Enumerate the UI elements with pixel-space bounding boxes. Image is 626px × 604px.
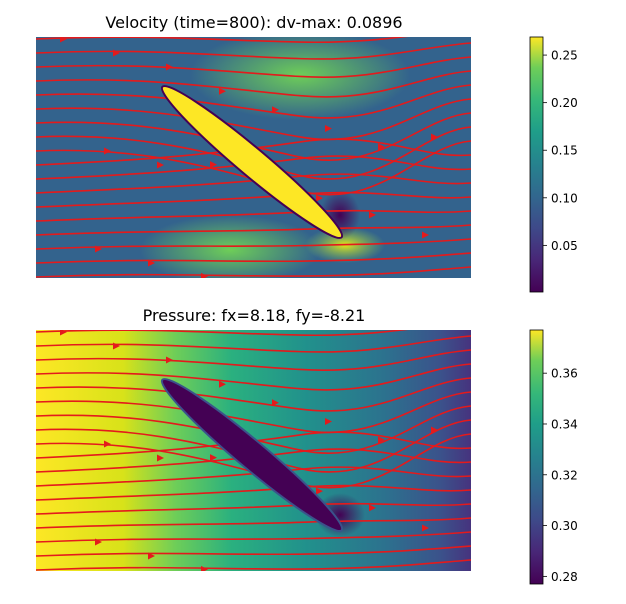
velocity-panel bbox=[36, 37, 471, 278]
streamline-arrow bbox=[113, 49, 120, 57]
colorbar-tick-label: 0.36 bbox=[551, 367, 578, 381]
streamline bbox=[36, 531, 471, 543]
streamline-arrow bbox=[60, 330, 67, 336]
streamline bbox=[36, 405, 471, 455]
streamline bbox=[36, 224, 471, 236]
colorbar-tick-label: 0.25 bbox=[551, 49, 578, 63]
colorbar-tick-label: 0.32 bbox=[551, 468, 578, 482]
streamline-arrow bbox=[60, 37, 67, 43]
streamline-arrow bbox=[157, 454, 164, 462]
streamline bbox=[36, 112, 471, 162]
streamline bbox=[36, 363, 471, 391]
streamline bbox=[36, 70, 471, 98]
streamline bbox=[36, 330, 409, 337]
airfoil bbox=[160, 378, 344, 532]
streamline bbox=[36, 419, 471, 473]
streamline-arrow bbox=[325, 418, 332, 426]
streamline bbox=[36, 431, 471, 459]
streamline-arrow bbox=[325, 125, 332, 133]
streamline-arrow bbox=[210, 161, 217, 169]
streamline bbox=[36, 466, 471, 487]
field-highlight bbox=[190, 37, 410, 120]
colorbar bbox=[529, 329, 544, 585]
streamline-arrow bbox=[219, 380, 226, 388]
colorbar-tick-label: 0.05 bbox=[551, 239, 578, 253]
streamline-arrow bbox=[422, 231, 429, 239]
streamline bbox=[36, 266, 471, 278]
chart-title: Velocity (time=800): dv-max: 0.0896 bbox=[105, 13, 402, 32]
streamline bbox=[36, 559, 471, 571]
pressure-panel bbox=[36, 330, 471, 571]
colorbar bbox=[529, 36, 544, 293]
colorbar-tick-label: 0.15 bbox=[551, 144, 578, 158]
colorbar-tick-label: 0.10 bbox=[551, 191, 578, 205]
streamline bbox=[36, 448, 471, 473]
streamline bbox=[36, 56, 471, 78]
streamline-arrow bbox=[431, 426, 438, 434]
streamline-arrow bbox=[95, 245, 102, 253]
streamline bbox=[36, 238, 471, 250]
streamline bbox=[36, 349, 471, 371]
streamline-arrow bbox=[431, 133, 438, 141]
streamline bbox=[36, 252, 471, 264]
streamline bbox=[36, 84, 471, 119]
streamline bbox=[36, 126, 471, 180]
streamline-arrow bbox=[166, 63, 173, 71]
streamline-arrow bbox=[378, 436, 385, 444]
streamline bbox=[36, 155, 471, 180]
streamline-arrow bbox=[201, 565, 208, 571]
chart-title: Pressure: fx=8.18, fy=-8.21 bbox=[143, 306, 366, 325]
streamline bbox=[36, 391, 471, 434]
streamline-arrow bbox=[157, 161, 164, 169]
streamline-arrow bbox=[210, 454, 217, 462]
streamline bbox=[36, 377, 471, 412]
streamline-arrow bbox=[369, 504, 376, 512]
streamline bbox=[36, 98, 471, 141]
streamline-arrow bbox=[166, 356, 173, 364]
streamline-arrow bbox=[369, 211, 376, 219]
streamline-arrow bbox=[104, 147, 111, 155]
streamline bbox=[36, 173, 471, 194]
streamline-arrow bbox=[95, 538, 102, 546]
streamline-arrow bbox=[148, 259, 155, 267]
streamline bbox=[36, 335, 471, 353]
streamline-arrow bbox=[422, 524, 429, 532]
streamline-arrow bbox=[113, 342, 120, 350]
streamline-arrow bbox=[104, 440, 111, 448]
streamline-arrow bbox=[316, 487, 323, 495]
streamline-arrow bbox=[316, 194, 323, 202]
streamline bbox=[36, 138, 471, 166]
streamline bbox=[36, 545, 471, 557]
colorbar-tick-label: 0.28 bbox=[551, 570, 578, 584]
streamline-arrow bbox=[219, 87, 226, 95]
streamline bbox=[36, 37, 409, 44]
colorbar-tick-label: 0.30 bbox=[551, 519, 578, 533]
streamline-arrow bbox=[272, 106, 279, 114]
colorbar-tick-label: 0.20 bbox=[551, 96, 578, 110]
streamline bbox=[36, 42, 471, 60]
streamline-arrow bbox=[148, 552, 155, 560]
airfoil bbox=[160, 85, 344, 239]
streamline-arrow bbox=[201, 272, 208, 278]
streamline-arrow bbox=[378, 143, 385, 151]
streamline bbox=[36, 517, 471, 529]
colorbar-tick-label: 0.34 bbox=[551, 417, 578, 431]
streamline-arrow bbox=[272, 399, 279, 407]
